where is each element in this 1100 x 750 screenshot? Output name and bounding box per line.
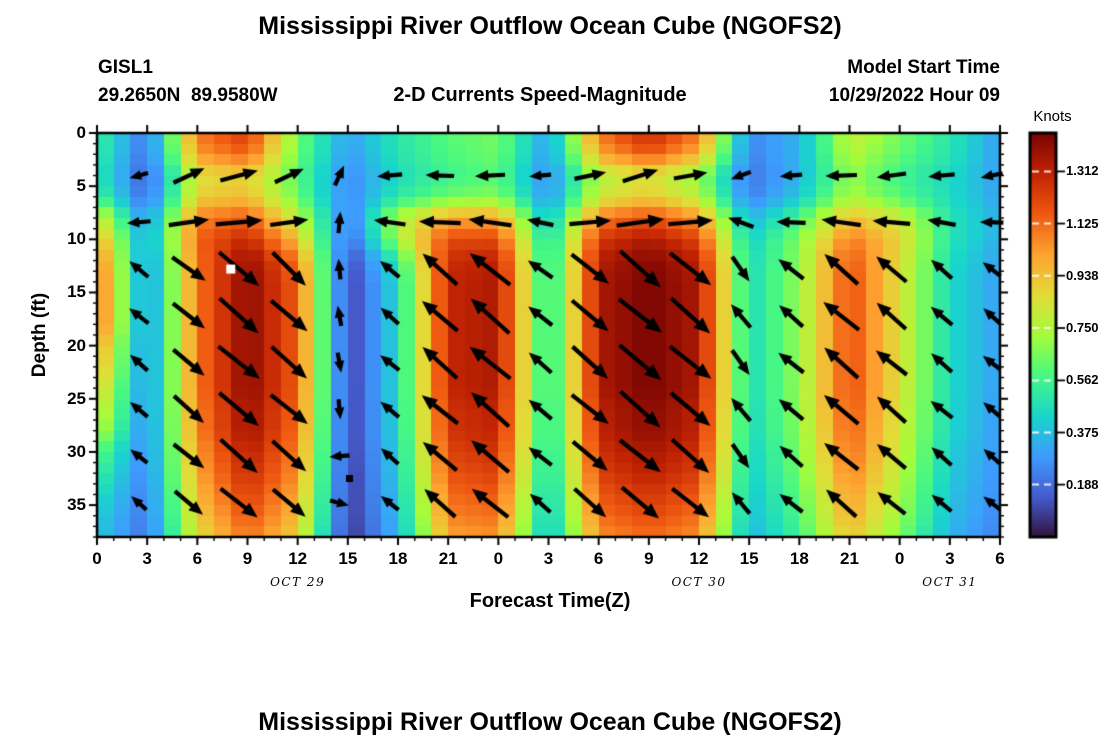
- x-tick-label: 15: [739, 549, 759, 568]
- y-tick-label: 30: [67, 441, 86, 461]
- colorbar-tick-label: 0.562: [1066, 372, 1099, 388]
- x-tick-label: 3: [142, 549, 152, 568]
- page-title: Mississippi River Outflow Ocean Cube (NG…: [258, 12, 842, 40]
- x-tick-label: 21: [840, 549, 859, 568]
- colorbar-tick-label: 1.125: [1066, 215, 1099, 231]
- colorbar-tick-label: 1.312: [1066, 163, 1099, 179]
- model-start-label: Model Start Time: [847, 57, 1000, 78]
- x-tick-label: 18: [789, 549, 809, 568]
- y-tick-label: 25: [67, 388, 86, 408]
- y-tick-label: 15: [67, 282, 86, 302]
- colorbar-unit-label: Knots: [1033, 108, 1072, 125]
- colorbar-tick-label: 0.375: [1066, 424, 1099, 440]
- x-tick-label: 0: [894, 549, 905, 568]
- station-id: GISL1: [98, 57, 153, 78]
- model-start-value: 10/29/2022 Hour 09: [828, 85, 1000, 106]
- x-tick-label: 6: [995, 549, 1005, 568]
- x-tick-label: 18: [388, 549, 408, 568]
- next-panel-title: Mississippi River Outflow Ocean Cube (NG…: [258, 708, 842, 736]
- x-axis-label: Forecast Time(Z): [469, 590, 631, 612]
- x-tick-label: 3: [945, 549, 955, 568]
- x-tick-label: 0: [92, 549, 102, 568]
- date-label: OCT 29: [270, 575, 326, 589]
- x-tick-label: 9: [644, 549, 654, 568]
- y-tick-label: 5: [76, 176, 86, 196]
- colorbar-tick-label: 0.938: [1066, 267, 1099, 283]
- y-tick-label: 20: [67, 335, 86, 355]
- y-tick-label: 35: [67, 495, 86, 515]
- x-tick-label: 6: [593, 549, 604, 568]
- x-tick-label: 0: [493, 549, 504, 568]
- y-tick-label: 10: [67, 229, 86, 249]
- x-tick-label: 3: [543, 549, 554, 568]
- x-tick-label: 21: [438, 549, 458, 568]
- x-tick-label: 12: [689, 549, 709, 568]
- chart-subtitle: 2-D Currents Speed-Magnitude: [393, 84, 687, 106]
- date-label: OCT 30: [671, 575, 727, 589]
- x-tick-label: 15: [338, 549, 358, 568]
- x-tick-label: 9: [242, 549, 253, 568]
- x-tick-label: 6: [192, 549, 203, 568]
- y-tick-label: 0: [76, 123, 86, 142]
- x-tick-label: 12: [288, 549, 308, 568]
- date-label: OCT 31: [922, 575, 978, 589]
- colorbar-tick-label: 0.188: [1066, 476, 1099, 492]
- station-coordinates: 29.2650N 89.9580W: [98, 85, 278, 106]
- colorbar-tick-label: 0.750: [1066, 320, 1099, 336]
